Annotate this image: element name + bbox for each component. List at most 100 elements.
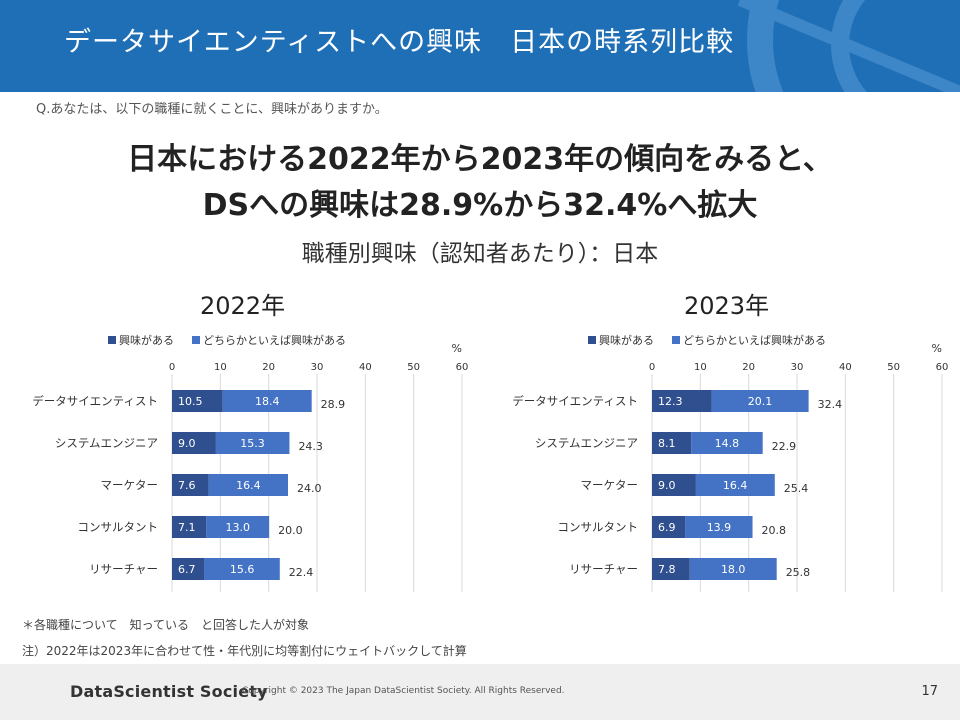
- x-tick-label: 40: [839, 362, 852, 373]
- bar-somewhat: [222, 390, 312, 412]
- legend-swatch: [108, 336, 116, 344]
- bar-somewhat: [204, 558, 280, 580]
- bar-somewhat: [215, 432, 290, 454]
- bar-somewhat: [208, 474, 288, 496]
- category-label: コンサルタント: [558, 520, 639, 534]
- legend-swatch: [192, 336, 200, 344]
- bar-interested: [652, 474, 696, 496]
- bar-value-label: 6.9: [658, 521, 676, 534]
- bar-value-label: 14.8: [715, 437, 740, 450]
- bar-value-label: 7.8: [658, 563, 676, 576]
- x-tick-label: 30: [791, 362, 804, 373]
- total-value-label: 20.8: [762, 524, 787, 537]
- bar-value-label: 6.7: [178, 563, 196, 576]
- footer-logo: DataScientist Society: [70, 682, 268, 701]
- note-weighting: 注）2022年は2023年に合わせて性・年代別に均等割付にウェイトバックして計算: [22, 644, 467, 658]
- footer: DataScientist Society Copyright © 2023 T…: [0, 664, 960, 720]
- bar-somewhat: [711, 390, 809, 412]
- chart-2023: 興味がある どちらかといえば興味がある% 0 10 20 30 40 50 60 データサイエンテ…: [512, 333, 949, 592]
- bar-value-label: 13.0: [225, 521, 250, 534]
- legend-label: どちらかといえば興味がある: [683, 333, 826, 347]
- decorative-circles-icon: [737, 0, 960, 92]
- axis-unit-label: %: [932, 342, 942, 355]
- bar-somewhat: [685, 516, 753, 538]
- legend-label: 興味がある: [119, 333, 174, 347]
- total-value-label: 32.4: [818, 398, 843, 411]
- chart-subtitle: 職種別興味（認知者あたり）：日本: [301, 241, 659, 267]
- bar-somewhat: [206, 516, 270, 538]
- x-tick-label: 10: [694, 362, 707, 373]
- x-tick-label: 50: [887, 362, 900, 373]
- bar-interested: [172, 516, 207, 538]
- bar-value-label: 18.4: [255, 395, 280, 408]
- bar-interested: [172, 432, 216, 454]
- x-tick-label: 20: [262, 362, 275, 373]
- copyright-text: Copyright © 2023 The Japan DataScientist…: [242, 686, 565, 696]
- bar-value-label: 16.4: [723, 479, 748, 492]
- bar-value-label: 7.1: [178, 521, 196, 534]
- category-label: システムエンジニア: [535, 436, 638, 450]
- bar-somewhat: [695, 474, 775, 496]
- category-label: リサーチャー: [89, 562, 158, 576]
- bar-value-label: 20.1: [748, 395, 773, 408]
- page-number: 17: [921, 684, 938, 699]
- bar-interested: [172, 558, 205, 580]
- bar-value-label: 12.3: [658, 395, 683, 408]
- bar-value-label: 16.4: [236, 479, 261, 492]
- category-label: リサーチャー: [569, 562, 638, 576]
- legend-label: どちらかといえば興味がある: [203, 333, 346, 347]
- total-value-label: 22.4: [289, 566, 314, 579]
- category-label: データサイエンティスト: [32, 394, 158, 408]
- x-tick-label: 20: [742, 362, 755, 373]
- category-label: マーケター: [101, 478, 159, 492]
- x-tick-label: 10: [214, 362, 227, 373]
- axis-unit-label: %: [452, 342, 462, 355]
- header-bar: データサイエンティストへの興味 日本の時系列比較: [0, 0, 960, 92]
- bar-value-label: 10.5: [178, 395, 203, 408]
- x-tick-label: 60: [456, 362, 469, 373]
- bar-value-label: 13.9: [707, 521, 732, 534]
- category-label: マーケター: [581, 478, 639, 492]
- bar-value-label: 9.0: [658, 479, 676, 492]
- legend-label: 興味がある: [599, 333, 654, 347]
- bar-value-label: 15.6: [230, 563, 255, 576]
- total-value-label: 20.0: [278, 524, 303, 537]
- chart-2022: 興味がある どちらかといえば興味がある% 0 10 20 30 40 50 60 データサイエンテ…: [32, 333, 469, 592]
- category-label: コンサルタント: [78, 520, 159, 534]
- question-text: Q.あなたは、以下の職種に就くことに、興味がありますか。: [36, 102, 388, 117]
- bar-interested: [172, 390, 223, 412]
- chart-title-2022: 2022年: [200, 292, 286, 320]
- bar-value-label: 15.3: [240, 437, 265, 450]
- category-label: システムエンジニア: [55, 436, 158, 450]
- note-target: ＊各職種について 知っている と回答した人が対象: [22, 618, 310, 632]
- total-value-label: 28.9: [321, 398, 346, 411]
- x-tick-label: 30: [311, 362, 324, 373]
- bar-interested: [652, 558, 690, 580]
- total-value-label: 22.9: [772, 440, 797, 453]
- x-tick-label: 0: [649, 362, 655, 373]
- legend-swatch: [588, 336, 596, 344]
- chart-title-2023: 2023年: [684, 292, 770, 320]
- bar-interested: [652, 432, 692, 454]
- x-tick-label: 40: [359, 362, 372, 373]
- bar-value-label: 7.6: [178, 479, 196, 492]
- bar-interested: [652, 390, 712, 412]
- legend-swatch: [672, 336, 680, 344]
- bar-value-label: 8.1: [658, 437, 676, 450]
- bar-interested: [172, 474, 209, 496]
- category-label: データサイエンティスト: [512, 394, 638, 408]
- x-tick-label: 0: [169, 362, 175, 373]
- headline-line-2: DSへの興味は28.9%から32.4%へ拡大: [202, 188, 758, 223]
- x-tick-label: 50: [407, 362, 420, 373]
- total-value-label: 24.3: [298, 440, 323, 453]
- bar-interested: [652, 516, 686, 538]
- bar-value-label: 18.0: [721, 563, 746, 576]
- total-value-label: 25.4: [784, 482, 809, 495]
- x-tick-label: 60: [936, 362, 949, 373]
- bar-somewhat: [689, 558, 777, 580]
- headline-line-1: 日本における2022年から2023年の傾向をみると、: [127, 142, 833, 177]
- page-title: データサイエンティストへの興味 日本の時系列比較: [64, 27, 735, 58]
- bar-value-label: 9.0: [178, 437, 196, 450]
- bar-somewhat: [691, 432, 763, 454]
- total-value-label: 24.0: [297, 482, 322, 495]
